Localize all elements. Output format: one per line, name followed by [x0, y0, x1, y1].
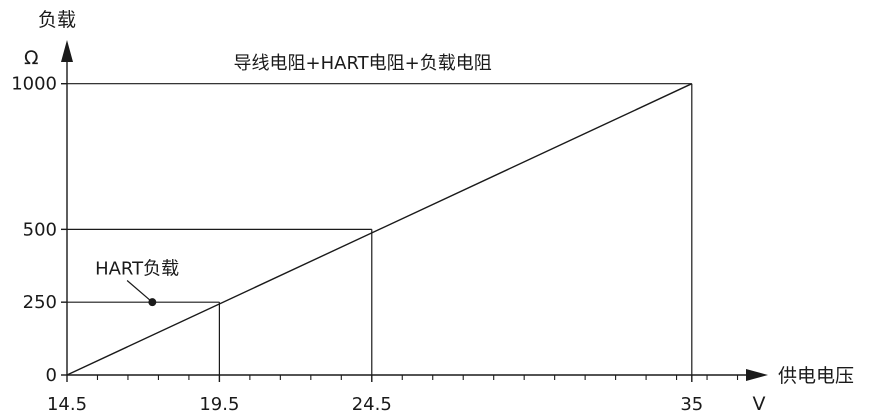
labels: 0 250 500 1000 14.5 19.5 24.5 35 负载 Ω 供电电压 V 导线电阻+HA…	[11, 9, 854, 415]
annotation-leader	[126, 280, 153, 303]
x-tick-label: 35	[680, 394, 703, 415]
x-axis-unit: V	[753, 393, 766, 415]
annotation-1: HART负载	[95, 259, 179, 280]
y-tick-label: 1000	[11, 74, 57, 95]
x-tick-label: 19.5	[199, 394, 239, 415]
x-axis-label: 供电电压	[778, 365, 854, 387]
reference-lines	[67, 83, 693, 375]
y-axis-arrow	[61, 40, 73, 62]
x-tick-label: 14.5	[47, 394, 87, 415]
x-axis-arrow	[746, 369, 768, 381]
annotation-point	[148, 298, 157, 307]
y-tick-label: 500	[23, 219, 57, 240]
y-tick-label: 0	[46, 365, 57, 386]
y-tick-label: 250	[23, 292, 57, 313]
axes	[61, 40, 768, 382]
x-tick-label: 24.5	[352, 394, 392, 415]
y-axis-label: 负载	[38, 9, 76, 31]
series-line-0	[66, 83, 693, 376]
y-axis-unit: Ω	[24, 47, 39, 69]
series	[66, 83, 693, 376]
annotation-0: 导线电阻+HART电阻+负载电阻	[234, 53, 492, 74]
